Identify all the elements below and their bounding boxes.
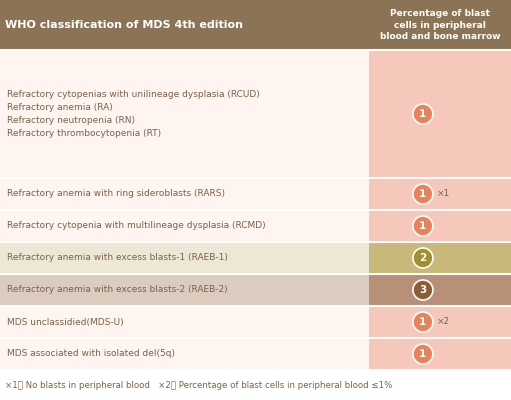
Bar	[369, 178, 511, 210]
Bar	[0, 210, 369, 242]
Circle shape	[413, 216, 433, 236]
Bar	[369, 242, 511, 274]
Text: 1: 1	[420, 317, 427, 327]
Circle shape	[413, 344, 433, 364]
Bar	[369, 210, 511, 242]
Text: ×1： No blasts in peripheral blood   ×2： Percentage of blast cells in peripheral : ×1： No blasts in peripheral blood ×2： Pe…	[5, 380, 392, 390]
Circle shape	[413, 184, 433, 204]
Bar	[0, 274, 369, 306]
Text: WHO classification of MDS 4th edition: WHO classification of MDS 4th edition	[5, 20, 243, 30]
Circle shape	[413, 280, 433, 300]
Circle shape	[413, 104, 433, 124]
Bar	[369, 274, 511, 306]
Bar	[0, 0, 511, 50]
Circle shape	[413, 248, 433, 268]
Bar	[0, 370, 511, 400]
Text: Refractory cytopenias with unilineage dysplasia (RCUD)
Refractory anemia (RA)
Re: Refractory cytopenias with unilineage dy…	[7, 90, 260, 138]
Text: Refractory anemia with ring sideroblasts (RARS): Refractory anemia with ring sideroblasts…	[7, 190, 225, 198]
Text: 1: 1	[420, 109, 427, 119]
Text: ×2: ×2	[437, 318, 450, 326]
Text: Refractory anemia with excess blasts-2 (RAEB-2): Refractory anemia with excess blasts-2 (…	[7, 286, 227, 294]
Bar	[369, 306, 511, 338]
Text: 1: 1	[420, 189, 427, 199]
Bar	[0, 50, 369, 178]
Text: ×1: ×1	[437, 190, 450, 198]
Text: 3: 3	[420, 285, 427, 295]
Text: MDS associated with isolated del(5q): MDS associated with isolated del(5q)	[7, 350, 175, 358]
Text: Refractory anemia with excess blasts-1 (RAEB-1): Refractory anemia with excess blasts-1 (…	[7, 254, 228, 262]
Bar	[369, 50, 511, 178]
Bar	[369, 338, 511, 370]
Text: MDS unclassidied(MDS-U): MDS unclassidied(MDS-U)	[7, 318, 124, 326]
Text: 1: 1	[420, 349, 427, 359]
Circle shape	[413, 312, 433, 332]
Text: Refractory cytopenia with multilineage dysplasia (RCMD): Refractory cytopenia with multilineage d…	[7, 222, 266, 230]
Text: 2: 2	[420, 253, 427, 263]
Bar	[0, 306, 369, 338]
Bar	[0, 178, 369, 210]
Text: Percentage of blast
cells in peripheral
blood and bone marrow: Percentage of blast cells in peripheral …	[380, 9, 500, 41]
Text: 1: 1	[420, 221, 427, 231]
Bar	[0, 338, 369, 370]
Bar	[0, 242, 369, 274]
